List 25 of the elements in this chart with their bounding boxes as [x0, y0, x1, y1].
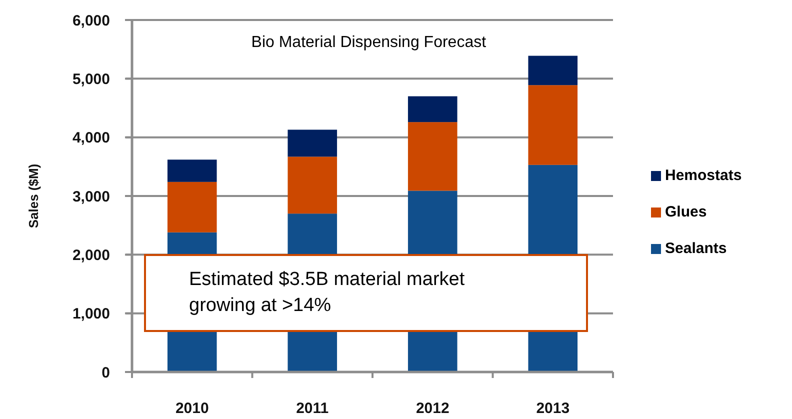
x-tick-label: 2013: [536, 400, 570, 417]
bar: [408, 122, 458, 191]
bar: [528, 85, 578, 165]
legend-label: Glues: [665, 204, 707, 220]
y-tick-label: 2,000: [72, 246, 110, 264]
y-tick-label: 4,000: [72, 130, 110, 147]
y-axis-title: Sales ($M): [26, 164, 41, 228]
annotation: Estimated $3.5B material market growing at >14%: [189, 269, 466, 316]
legend-label: Sealants: [665, 240, 727, 257]
legend-label: Hemostats: [665, 167, 742, 184]
bar: [288, 156, 338, 214]
bar: [528, 56, 578, 86]
y-tick-label: 3,000: [72, 188, 110, 206]
y-tick-label: 5,000: [72, 70, 110, 88]
bar: [167, 182, 217, 232]
bar: [408, 96, 458, 122]
text: Bio Material Dispensing Forecast: [251, 34, 487, 51]
x-tick-label: 2011: [296, 400, 329, 417]
x-tick-label: 2012: [416, 400, 450, 417]
y-tick-label: 6,000: [72, 12, 110, 30]
y-tick-label: 0: [102, 364, 110, 382]
bar: [288, 130, 338, 157]
x-tick-label: 2010: [175, 400, 209, 417]
y-tick-label: 1,000: [72, 306, 110, 323]
bar: [167, 160, 217, 182]
